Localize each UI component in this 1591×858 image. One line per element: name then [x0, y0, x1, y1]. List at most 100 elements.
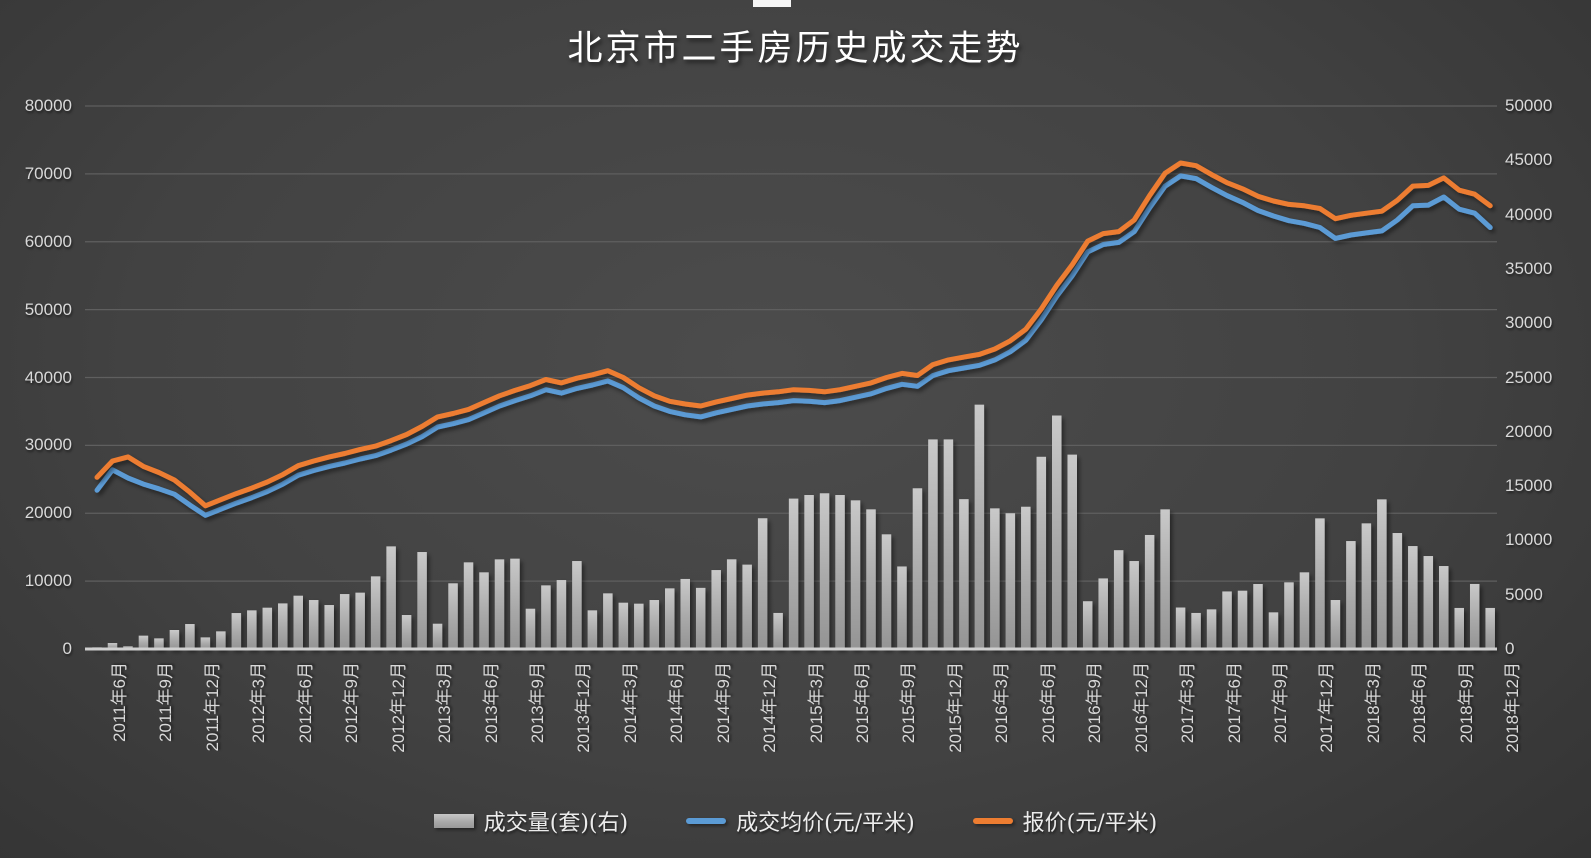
volume-bar — [587, 610, 598, 649]
volume-bar — [1392, 533, 1403, 649]
volume-bar — [1469, 583, 1480, 649]
volume-bar — [711, 570, 721, 649]
volume-bar — [804, 495, 814, 649]
y-axis-tick-label-right: 30000 — [1505, 313, 1553, 333]
legend-label: 成交均价(元/平米) — [736, 811, 915, 836]
volume-bar — [850, 500, 861, 649]
volume-bar — [649, 600, 660, 649]
volume-bar — [463, 562, 474, 649]
volume-bar — [169, 630, 180, 649]
volume-bar — [355, 592, 365, 649]
volume-bar — [959, 499, 969, 649]
volume-bar — [1268, 612, 1279, 649]
volume-bar — [1299, 572, 1310, 649]
chart-title: 北京市二手房历史成交走势 — [567, 29, 1024, 69]
bar-swatch-icon — [433, 814, 474, 828]
volume-bar — [1206, 609, 1217, 649]
volume-bar — [1330, 600, 1341, 649]
volume-bar — [200, 637, 211, 649]
volume-bar — [990, 508, 1000, 649]
y-axis-tick-label-left: 50000 — [24, 299, 72, 319]
y-axis-tick-label-right: 25000 — [1505, 367, 1553, 387]
volume-bars — [92, 404, 1495, 649]
volume-bar — [726, 559, 737, 649]
y-axis-tick-label-right: 20000 — [1505, 421, 1553, 441]
y-axis-tick-label-right: 10000 — [1505, 530, 1553, 550]
volume-bar — [308, 600, 319, 649]
volume-bar — [1284, 582, 1294, 649]
volume-bar — [680, 578, 690, 649]
avg-price-line — [94, 173, 1493, 518]
line-swatch-icon — [972, 818, 1013, 824]
volume-bar — [1439, 566, 1449, 649]
legend-item-volume: 成交量(套)(右) — [433, 805, 628, 837]
volume-bar — [386, 546, 396, 649]
legend-label: 报价(元/平米) — [1022, 811, 1158, 836]
volume-bar — [897, 566, 907, 649]
volume-bar — [231, 613, 242, 649]
volume-bar — [370, 576, 381, 649]
y-axis-tick-label-right: 5000 — [1505, 584, 1543, 604]
volume-bar — [742, 564, 752, 649]
volume-bar — [541, 585, 551, 649]
volume-bar — [1237, 590, 1248, 649]
volume-bar — [262, 607, 273, 649]
y-axis-left: 0 10000 20000 30000 40000 50000 60000 70000 8000… — [0, 0, 76, 858]
volume-bar — [1129, 561, 1139, 649]
volume-bar — [556, 580, 567, 649]
plot-area — [85, 105, 1497, 651]
volume-bar — [494, 559, 505, 649]
y-axis-tick-label-left: 20000 — [24, 503, 72, 523]
y-axis-tick-label-right: 0 — [1505, 639, 1515, 658]
volume-bar — [928, 439, 938, 649]
volume-bar — [1067, 454, 1077, 649]
y-axis-tick-label-left: 30000 — [24, 435, 72, 455]
volume-bar — [757, 518, 768, 649]
volume-bar — [401, 615, 412, 649]
y-axis-tick-label-left: 60000 — [24, 231, 72, 251]
volume-bar — [1222, 591, 1232, 649]
volume-bar — [1052, 415, 1062, 649]
volume-bar — [572, 561, 582, 649]
volume-bar — [324, 605, 334, 649]
volume-bar — [1160, 509, 1170, 649]
volume-bar — [278, 603, 288, 649]
y-axis-tick-label-left: 0 — [62, 639, 72, 658]
volume-bar — [1191, 612, 1201, 649]
y-axis-tick-label-left: 80000 — [24, 96, 72, 115]
volume-bar — [835, 495, 845, 649]
volume-bar — [1253, 584, 1263, 649]
line-swatch-icon — [686, 818, 727, 824]
volume-bar — [881, 534, 892, 649]
volume-bar — [1454, 607, 1464, 649]
volume-bar — [943, 439, 954, 649]
volume-bar — [432, 623, 443, 649]
volume-bar — [665, 588, 675, 649]
volume-bar — [185, 624, 195, 649]
volume-bar — [1021, 506, 1031, 649]
volume-bar — [866, 509, 876, 649]
volume-bar — [634, 603, 644, 649]
legend-item-avg-price: 成交均价(元/平米) — [686, 805, 915, 837]
volume-bar — [1377, 499, 1387, 649]
y-axis-tick-label-right: 15000 — [1505, 476, 1553, 496]
volume-bar — [1408, 546, 1418, 649]
legend: 成交量(套)(右) 成交均价(元/平米) 报价(元/平米) — [0, 798, 1591, 844]
volume-bar — [819, 493, 830, 649]
volume-bar — [339, 594, 350, 649]
volume-bar — [1175, 607, 1186, 649]
volume-bar — [695, 587, 706, 649]
volume-bar — [1113, 550, 1124, 649]
y-axis-right: 0 5000 10000 15000 20000 25000 30000 35000 40000… — [1505, 0, 1591, 858]
volume-bar — [1423, 556, 1434, 649]
y-axis-tick-label-right: 35000 — [1505, 258, 1553, 278]
volume-bar — [1485, 607, 1495, 649]
y-axis-tick-label-right: 50000 — [1505, 96, 1553, 115]
volume-bar — [912, 488, 923, 649]
combo-chart — [85, 105, 1497, 651]
volume-bar — [1144, 534, 1155, 649]
volume-bar — [1036, 456, 1047, 649]
volume-bar — [138, 635, 149, 649]
volume-bar — [1098, 578, 1108, 649]
